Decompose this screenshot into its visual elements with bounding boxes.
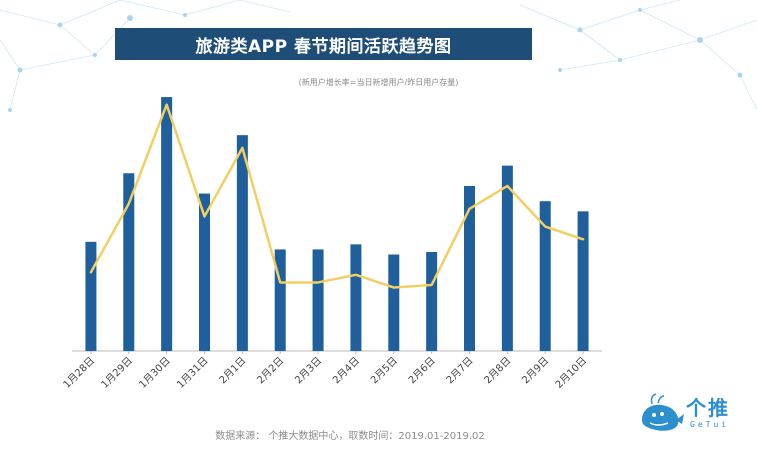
x-tick-label: 2月8日	[482, 355, 514, 387]
logo-brand-name: 个推	[686, 396, 730, 420]
logo-brand-subtitle: GeTui	[690, 420, 730, 429]
x-tick-label: 2月5日	[368, 355, 400, 387]
bar	[501, 165, 513, 351]
x-tick-label: 1月28日	[61, 355, 97, 391]
bar	[539, 201, 551, 351]
bar	[464, 185, 475, 351]
chart-title: 旅游类APP 春节期间活跃趋势图	[115, 28, 532, 60]
x-tick-label: 2月10日	[553, 355, 589, 391]
x-tick-label: 2月7日	[444, 355, 476, 387]
bar	[236, 135, 248, 351]
bar	[426, 251, 438, 351]
bar	[85, 241, 97, 351]
bar	[161, 97, 173, 351]
bar	[123, 173, 135, 351]
bar	[577, 211, 589, 351]
x-tick-label: 1月31日	[174, 355, 210, 391]
x-tick-label: 2月1日	[217, 355, 249, 387]
data-source-note: 数据来源： 个推大数据中心，取数时间：2019.01-2019.02	[215, 431, 485, 442]
bar	[312, 249, 324, 351]
x-tick-label: 1月29日	[99, 355, 135, 391]
bar	[388, 254, 400, 351]
getui-whale-logo-icon	[642, 393, 684, 431]
x-tick-label: 2月4日	[330, 355, 362, 387]
x-tick-label: 2月2日	[255, 355, 287, 387]
x-tick-label: 2月6日	[406, 355, 438, 387]
trend-line	[89, 103, 585, 289]
bar	[274, 249, 286, 351]
bar	[350, 244, 362, 351]
chart-subtitle: (新用户增长率=当日新增用户/昨日用户存量)	[298, 78, 459, 87]
x-tick-label: 2月3日	[293, 355, 325, 387]
bar	[199, 193, 210, 351]
x-tick-label: 2月9日	[520, 355, 552, 387]
x-tick-label: 1月30日	[137, 355, 173, 391]
